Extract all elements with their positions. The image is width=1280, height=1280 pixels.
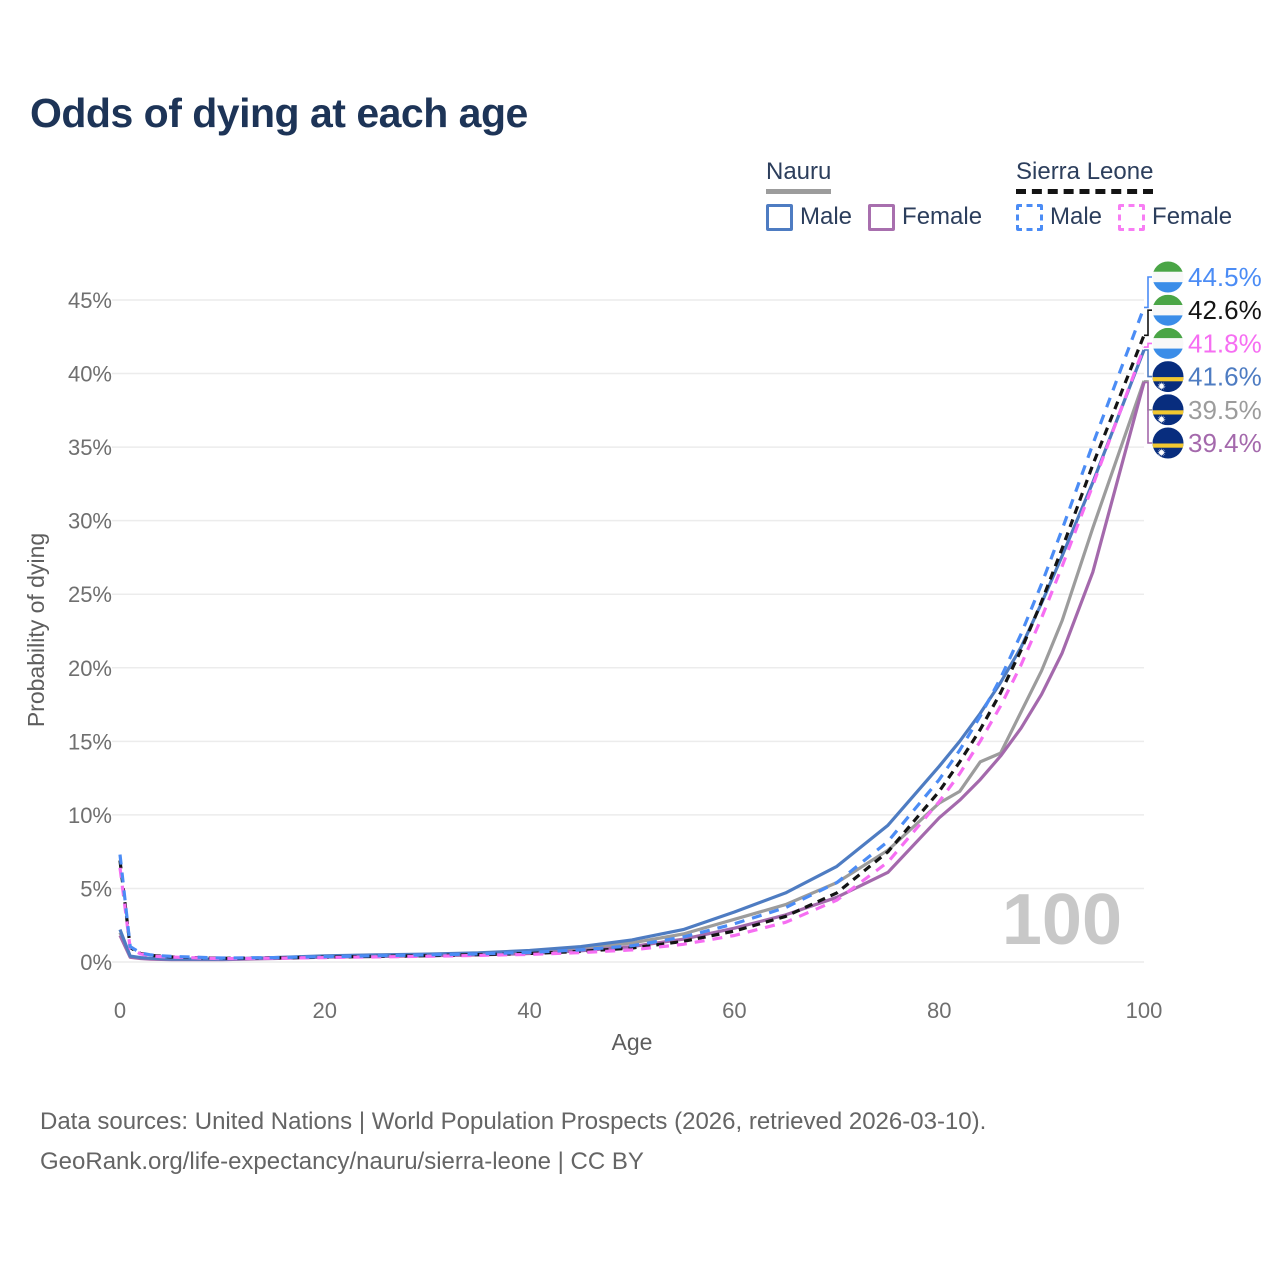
series-line-sierra-leone-female [118, 346, 1146, 961]
footer-attribution: GeoRank.org/life-expectancy/nauru/sierra… [40, 1148, 644, 1175]
x-axis-title: Age [612, 1029, 653, 1055]
end-label-value-sierra-leone-female: 41.8% [1188, 328, 1262, 358]
nauru-female-swatch-icon[interactable] [868, 203, 896, 231]
nauru-flag-icon [1152, 394, 1184, 426]
end-label-connector-sierra-leone-total [1144, 309, 1152, 337]
x-tick-label-40: 40 [517, 998, 541, 1023]
series-line-nauru-total [118, 380, 1146, 962]
end-label-connector-sierra-leone-male [1144, 276, 1152, 309]
series-line-sierra-leone-male [118, 306, 1146, 960]
page-title: Odds of dying at each age [30, 90, 528, 136]
nauru-star-icon [1157, 448, 1166, 457]
legend-group-sierra-leone: Sierra Leone Male Female [1016, 158, 1232, 231]
x-tick-label-20: 20 [313, 998, 337, 1023]
sierra-leone-female-swatch-icon[interactable] [1118, 203, 1146, 231]
y-tick-label-45: 45% [68, 288, 112, 313]
y-tick-label-15: 15% [68, 729, 112, 754]
legend-item-nauru-male[interactable]: Male [766, 203, 852, 231]
y-tick-label-0: 0% [80, 950, 112, 975]
legend-items-sierra-leone: Male Female [1016, 203, 1232, 231]
nauru-star-icon [1157, 414, 1166, 424]
age-watermark: 100 [1002, 880, 1122, 960]
y-tick-label-20: 20% [68, 656, 112, 681]
footer-data-sources: Data sources: United Nations | World Pop… [40, 1108, 987, 1135]
x-tick-label-80: 80 [927, 998, 951, 1023]
legend-item-sierra-leone-male[interactable]: Male [1016, 203, 1102, 231]
x-tick-label-0: 0 [114, 998, 126, 1023]
y-tick-label-30: 30% [68, 509, 112, 534]
legend-item-sierra-leone-female[interactable]: Female [1118, 203, 1232, 231]
legend-label-sierra-leone-female[interactable]: Female [1152, 203, 1233, 230]
sierra-leone-flag-icon [1152, 261, 1184, 293]
legend-item-nauru-female[interactable]: Female [868, 203, 982, 231]
sierra-leone-male-swatch-icon[interactable] [1016, 203, 1043, 231]
legend-label-nauru-male[interactable]: Male [800, 203, 853, 230]
nauru-male-swatch-icon[interactable] [766, 203, 793, 231]
sierra-leone-flag-icon [1152, 294, 1184, 326]
end-label-connector-sierra-leone-female [1144, 342, 1152, 348]
end-label-connector-nauru-female [1144, 381, 1152, 444]
end-label-value-sierra-leone-male: 44.5% [1188, 262, 1262, 292]
nauru-star-icon [1157, 381, 1166, 391]
end-label-value-nauru-female: 39.4% [1188, 428, 1262, 458]
legend-label-sierra-leone-male[interactable]: Male [1050, 203, 1103, 230]
y-tick-label-35: 35% [68, 435, 112, 460]
end-label-value-nauru-total: 39.5% [1188, 395, 1262, 425]
legend-label-nauru-female[interactable]: Female [902, 203, 983, 230]
x-tick-label-60: 60 [722, 998, 746, 1023]
end-label-value-sierra-leone-total: 42.6% [1188, 295, 1262, 325]
series-line-sierra-leone-total [118, 334, 1146, 960]
nauru-flag-icon [1152, 427, 1184, 459]
end-label-connector-nauru-male [1144, 349, 1152, 378]
x-tick-label-100: 100 [1126, 998, 1163, 1023]
nauru-flag-icon [1152, 361, 1184, 393]
y-axis-title: Probability of dying [23, 533, 49, 727]
series-line-nauru-male [118, 349, 1146, 961]
sierra-leone-flag-icon [1152, 327, 1184, 359]
series-line-nauru-female [118, 381, 1146, 962]
y-tick-label-40: 40% [68, 362, 112, 387]
legend-country-nauru[interactable]: Nauru [766, 158, 832, 194]
y-tick-label-5: 5% [80, 876, 112, 901]
y-tick-label-10: 10% [68, 803, 112, 828]
end-label-value-nauru-male: 41.6% [1188, 362, 1262, 392]
legend-items-nauru: Male Female [766, 203, 982, 231]
y-tick-label-25: 25% [68, 582, 112, 607]
legend-country-sierra-leone[interactable]: Sierra Leone [1016, 158, 1154, 194]
legend-group-nauru: Nauru Male Female [766, 158, 982, 231]
